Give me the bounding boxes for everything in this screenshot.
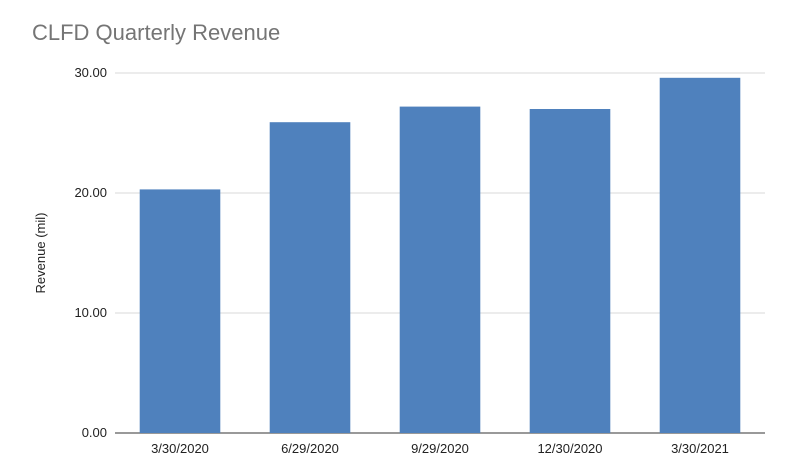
y-tick-label: 30.00: [74, 65, 107, 80]
bar-6/29/2020: [269, 122, 351, 433]
bar-3/30/2021: [659, 77, 741, 434]
bar-12/30/2020: [529, 109, 611, 433]
x-tick-label: 3/30/2020: [151, 441, 209, 456]
x-tick-label: 9/29/2020: [411, 441, 469, 456]
y-tick-label: 10.00: [74, 305, 107, 320]
y-tick-label: 20.00: [74, 185, 107, 200]
y-axis-label: Revenue (mil): [33, 213, 48, 294]
bar-9/29/2020: [399, 106, 481, 433]
x-axis-ticks: 3/30/2020 6/29/2020 9/29/2020 12/30/2020 3/3…: [151, 441, 729, 456]
chart-title: CLFD Quarterly Revenue: [32, 20, 281, 45]
x-tick-label: 12/30/2020: [537, 441, 602, 456]
x-tick-label: 3/30/2021: [671, 441, 729, 456]
y-axis-ticks: 0.00 10.00 20.00 30.00: [74, 65, 107, 440]
x-tick-label: 6/29/2020: [281, 441, 339, 456]
bar-3/30/2020: [139, 189, 221, 433]
bars: [139, 77, 741, 434]
y-tick-label: 0.00: [82, 425, 107, 440]
